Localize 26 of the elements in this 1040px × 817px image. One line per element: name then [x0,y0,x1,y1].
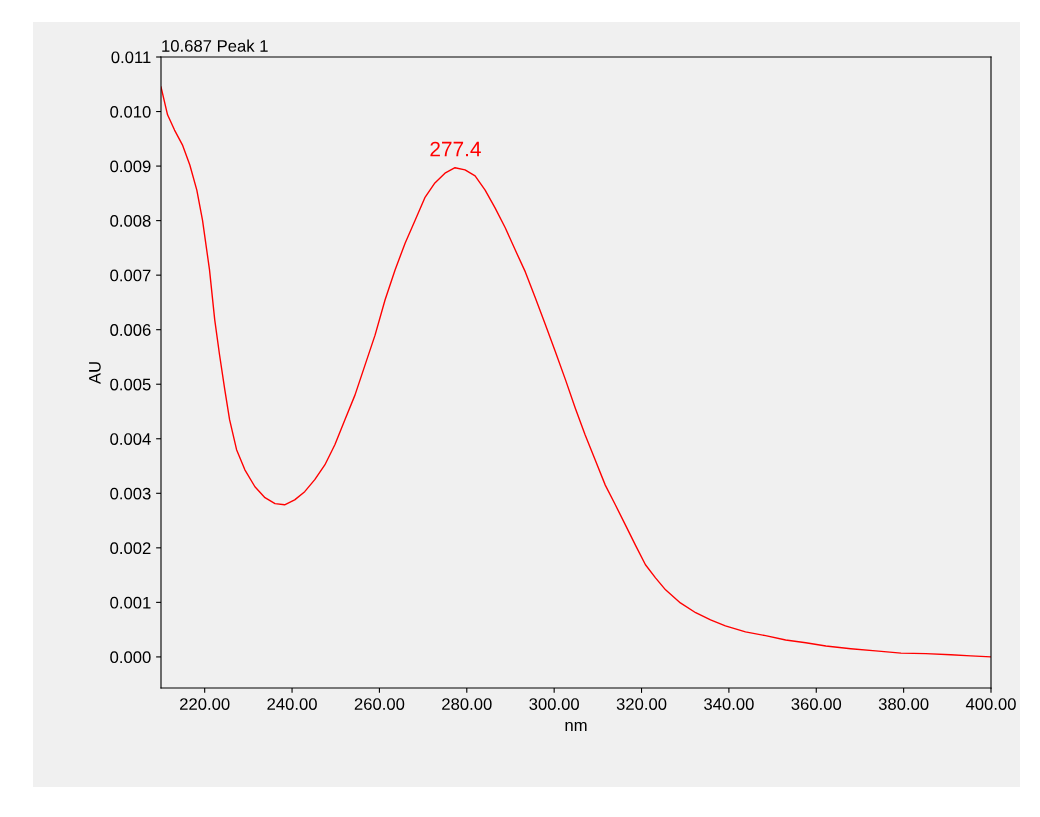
y-tick-label: 0.002 [110,542,151,555]
x-tick-label: 380.00 [878,698,929,710]
y-tick-label: 0.000 [110,651,151,664]
x-tick-label: 360.00 [791,698,842,710]
y-tick-label: 0.008 [110,215,151,227]
x-tick-label: 340.00 [704,698,754,710]
y-tick-label: 0.010 [110,105,151,118]
x-tick-label: 280.00 [442,698,492,710]
y-tick-label: 0.011 [111,51,151,64]
x-tick-label: 220.00 [180,698,230,710]
y-tick-label: 0.003 [110,487,151,500]
x-axis-title: nm [565,721,587,731]
y-tick-label: 0.007 [110,269,151,282]
x-tick-label: 320.00 [616,698,667,710]
annotation: 277.4 [430,141,481,157]
x-tick-label: 300.00 [529,698,579,710]
y-axis-title: AU [89,362,101,385]
y-tick-label: 0.009 [110,160,151,173]
x-tick-label: 400.00 [965,698,1016,710]
y-tick-label: 0.005 [110,378,151,391]
x-tick-label: 240.00 [267,698,317,710]
x-tick-label: 260.00 [354,698,405,710]
y-tick-label: 0.006 [110,324,151,336]
y-tick-label: 0.004 [110,433,151,445]
y-tick-label: 0.001 [110,596,151,609]
chart-title: 10.687 Peak 1 [162,39,268,52]
